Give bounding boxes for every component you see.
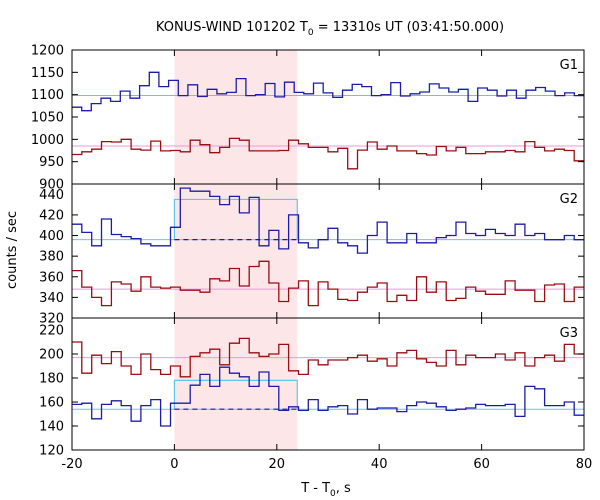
y-tick-label: 120 bbox=[39, 444, 64, 459]
panel-label-g1: G1 bbox=[560, 58, 578, 73]
panel-label-g3: G3 bbox=[560, 326, 578, 341]
highlight-band-g2 bbox=[174, 184, 298, 318]
y-tick-label: 160 bbox=[39, 396, 64, 411]
panel-frame-g3 bbox=[71, 317, 585, 451]
source-level-g3 bbox=[173, 379, 298, 410]
lightcurve-lower-g1 bbox=[72, 137, 584, 170]
y-tick-label: 420 bbox=[39, 208, 64, 223]
chart-title-subscript: 0 bbox=[308, 28, 314, 38]
y-tick-label: 440 bbox=[39, 188, 64, 203]
x-axis-label-subscript: 0 bbox=[330, 489, 336, 499]
y-tick-label: 340 bbox=[39, 291, 64, 306]
panel-frame-g1 bbox=[71, 49, 585, 185]
lightcurve-lower-g3 bbox=[72, 337, 584, 378]
y-tick-label: 140 bbox=[39, 420, 64, 435]
y-tick-label: 1200 bbox=[31, 44, 64, 59]
x-axis-label-rest: , s bbox=[336, 481, 351, 496]
y-tick-label: 200 bbox=[39, 348, 64, 363]
y-axis-label: counts / sec bbox=[5, 211, 20, 289]
x-tick-label: 40 bbox=[371, 457, 388, 472]
lightcurve-lower-g2 bbox=[72, 260, 584, 307]
chart-title-main: KONUS-WIND 101202 T bbox=[156, 20, 308, 35]
x-tick-label: 0 bbox=[170, 457, 178, 472]
y-tick-label: 900 bbox=[39, 178, 64, 193]
highlight-band-g1 bbox=[174, 50, 298, 184]
y-tick-label: 1050 bbox=[31, 111, 64, 126]
chart-title: KONUS-WIND 101202 T0 = 13310s UT (03:41:… bbox=[156, 20, 504, 38]
y-tick-label: 950 bbox=[39, 155, 64, 170]
x-axis-label-main: T - T bbox=[300, 481, 330, 496]
panel-frame-g2 bbox=[71, 183, 585, 319]
panels: 12001150110010501000950900G1440420400380… bbox=[31, 44, 592, 473]
y-tick-label: 220 bbox=[39, 324, 64, 339]
y-tick-label: 320 bbox=[39, 312, 64, 327]
x-tick-label: 20 bbox=[269, 457, 286, 472]
chart-title-rest: = 13310s UT (03:41:50.000) bbox=[314, 20, 504, 35]
lightcurve-upper-g1 bbox=[72, 71, 584, 112]
lightcurve-upper-g3 bbox=[72, 366, 584, 427]
x-tick-label: -20 bbox=[61, 457, 82, 472]
y-tick-label: 360 bbox=[39, 270, 64, 285]
x-tick-label: 60 bbox=[473, 457, 490, 472]
highlight-band-g3 bbox=[174, 318, 298, 450]
y-tick-label: 1000 bbox=[31, 133, 64, 148]
source-level-g2 bbox=[173, 198, 298, 240]
x-tick-label: 80 bbox=[576, 457, 593, 472]
lightcurve-upper-g2 bbox=[72, 187, 584, 254]
y-tick-label: 180 bbox=[39, 372, 64, 387]
y-tick-label: 380 bbox=[39, 250, 64, 265]
y-tick-label: 400 bbox=[39, 229, 64, 244]
y-tick-label: 1100 bbox=[31, 88, 64, 103]
x-axis-label: T - T0, s bbox=[300, 481, 351, 499]
panel-label-g2: G2 bbox=[560, 192, 578, 207]
y-tick-label: 1150 bbox=[31, 66, 64, 81]
